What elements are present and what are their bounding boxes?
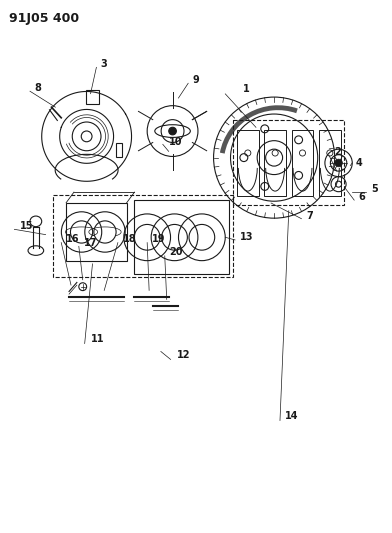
Circle shape bbox=[169, 127, 176, 135]
Text: 11: 11 bbox=[91, 334, 104, 344]
Text: 4: 4 bbox=[356, 158, 362, 168]
Text: 15: 15 bbox=[20, 221, 33, 231]
Bar bbox=[237, 130, 259, 196]
Bar bbox=[86, 91, 99, 104]
Text: 9: 9 bbox=[193, 75, 200, 85]
Bar bbox=[134, 200, 229, 274]
Text: 91J05 400: 91J05 400 bbox=[9, 12, 79, 25]
Bar bbox=[264, 130, 286, 196]
Text: 19: 19 bbox=[152, 234, 165, 244]
Text: 20: 20 bbox=[169, 247, 183, 257]
Bar bbox=[292, 130, 313, 196]
Text: 2: 2 bbox=[335, 147, 341, 157]
Text: 8: 8 bbox=[34, 83, 41, 93]
Text: 13: 13 bbox=[240, 232, 253, 242]
Text: 3: 3 bbox=[100, 59, 107, 69]
Circle shape bbox=[335, 159, 342, 167]
Text: 17: 17 bbox=[83, 238, 97, 248]
Text: 1: 1 bbox=[243, 84, 250, 94]
Text: 16: 16 bbox=[66, 234, 80, 244]
Bar bbox=[116, 143, 122, 157]
Text: 5: 5 bbox=[371, 184, 378, 195]
Text: 14: 14 bbox=[285, 411, 299, 421]
Text: 7: 7 bbox=[306, 211, 313, 221]
Bar bbox=[319, 130, 341, 196]
Text: 12: 12 bbox=[176, 350, 190, 360]
Bar bbox=[233, 120, 345, 205]
Text: 10: 10 bbox=[169, 136, 182, 147]
Bar bbox=[53, 195, 233, 277]
Bar bbox=[66, 203, 127, 261]
Text: 6: 6 bbox=[358, 192, 365, 203]
Text: 18: 18 bbox=[123, 234, 136, 244]
